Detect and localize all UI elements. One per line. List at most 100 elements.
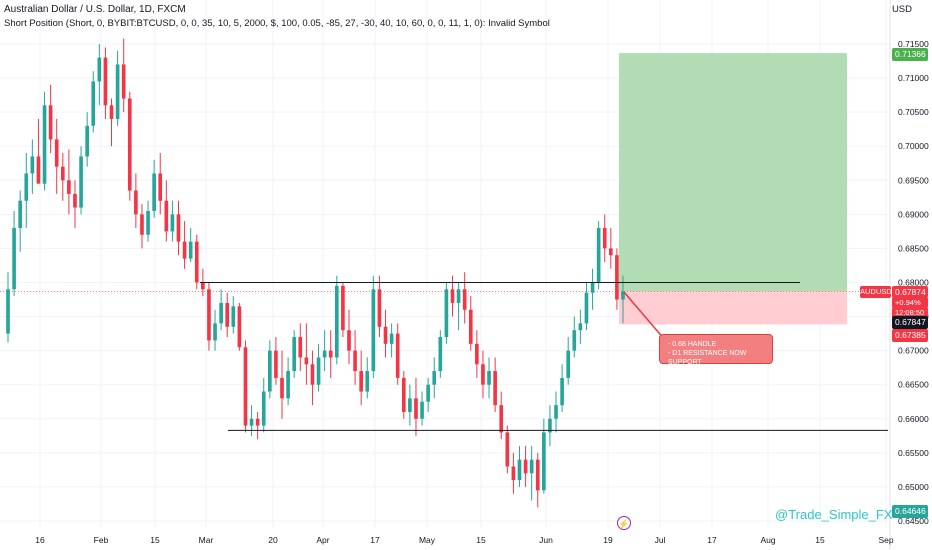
candle (243, 340, 248, 433)
y-tick-label: 0.66000 (898, 414, 929, 424)
candle (462, 272, 467, 324)
candle-body (566, 350, 571, 378)
candle-body (231, 306, 236, 327)
candle (383, 309, 388, 358)
annotation-pointer (623, 291, 666, 341)
bid-price-tag: 0.67847 (892, 316, 928, 329)
candle (572, 316, 577, 358)
candle (115, 50, 120, 126)
watermark: @Trade_Simple_FX (775, 507, 893, 522)
candle (408, 384, 412, 426)
target-zone[interactable] (619, 53, 847, 292)
countdown-tag: 12:08:50 (892, 307, 928, 318)
candle (493, 357, 497, 412)
candle-body (401, 377, 406, 412)
symbol-title[interactable]: Australian Dollar / U.S. Dollar, 1D, FXC… (4, 4, 186, 15)
candle-body (127, 98, 132, 191)
candle-body (6, 289, 10, 334)
lightning-icon[interactable]: ⚡ (617, 516, 631, 530)
y-tick-label: 0.71000 (898, 73, 929, 83)
candle (432, 357, 437, 399)
candle-body (444, 289, 449, 338)
candle (554, 391, 558, 433)
y-tick-label: 0.70000 (898, 141, 929, 151)
candle-body (146, 210, 150, 235)
candle (468, 296, 473, 351)
candle-body (432, 371, 437, 385)
low-marker-tag: 0.64646 (892, 505, 928, 518)
candle (194, 234, 199, 290)
candle-body (18, 200, 23, 228)
candle-body (134, 190, 138, 215)
candle (371, 275, 376, 378)
candle-body (353, 350, 357, 372)
candle (146, 200, 150, 242)
candle-body (274, 350, 278, 378)
candle (207, 282, 211, 351)
candle-body (608, 248, 613, 256)
candle-body (621, 291, 625, 300)
candle (225, 292, 230, 338)
candle (109, 98, 114, 147)
candle-body (560, 377, 564, 406)
candle-body (584, 292, 589, 324)
candle-body (487, 371, 491, 385)
candle-body (426, 384, 430, 402)
last-price-tag: 0.67874 (892, 286, 928, 298)
candle (298, 323, 303, 372)
candle-body (188, 241, 193, 259)
candle (499, 391, 504, 440)
candle-body (542, 432, 546, 491)
candle-body (481, 364, 485, 385)
symbol-price-tag: AUDUSD (860, 286, 892, 298)
candle-body (535, 459, 540, 491)
x-tick-label: Apr (316, 535, 329, 545)
indicator-label[interactable]: Short Position (Short, 0, BYBIT:BTCUSD, … (4, 18, 550, 29)
candle (182, 221, 187, 269)
candle (268, 340, 272, 399)
stop-zone[interactable] (619, 291, 847, 325)
candle (438, 330, 443, 378)
candle-body (85, 125, 89, 157)
candle-body (493, 371, 497, 406)
candle-body (213, 323, 217, 341)
horizontal-lines[interactable] (200, 282, 888, 431)
x-tick-label: Sep (878, 535, 893, 545)
candle-body (152, 173, 156, 211)
candle-body (529, 459, 534, 474)
y-tick-label: 0.68500 (898, 243, 929, 253)
candle (341, 282, 345, 338)
y-tick-label: 0.65500 (898, 448, 929, 458)
candle (18, 190, 23, 252)
candle (310, 350, 315, 406)
x-tick-label: Feb (94, 535, 109, 545)
candle (231, 296, 236, 334)
candle-body (109, 105, 114, 119)
x-tick-label: Jul (655, 535, 666, 545)
candle-body (523, 459, 528, 474)
candle (304, 323, 309, 385)
candle (395, 323, 400, 385)
position-zones (0, 53, 890, 325)
candle (134, 173, 138, 228)
y-axis[interactable]: 0.64500 0.65000 0.65500 0.66000 0.66500 0.670… (889, 0, 929, 550)
x-tick-label: May (419, 535, 436, 545)
candle-body (383, 326, 388, 344)
currency-label[interactable]: USD (891, 4, 912, 15)
candle (121, 38, 126, 113)
change-tag: +0.94% (892, 297, 928, 308)
candle-body (115, 64, 120, 119)
target-price-tag: 0.71366 (892, 48, 928, 61)
candle-body (280, 377, 284, 399)
annotation-box[interactable]: - 0.68 HANDLE - D1 RESISTANCE NOW SUPPOR… (659, 334, 773, 366)
candle (444, 282, 449, 344)
candle (188, 227, 193, 263)
candle (261, 377, 266, 433)
candle (560, 364, 564, 412)
x-tick-label: 20 (268, 535, 278, 545)
candle-body (170, 214, 175, 232)
x-axis[interactable]: 16 Feb 15 Mar 20 Apr 17 May 15 Jun 19 Jul 17 Aug 15 Sep (35, 535, 894, 545)
candle (237, 302, 242, 351)
candle-body (572, 330, 577, 351)
